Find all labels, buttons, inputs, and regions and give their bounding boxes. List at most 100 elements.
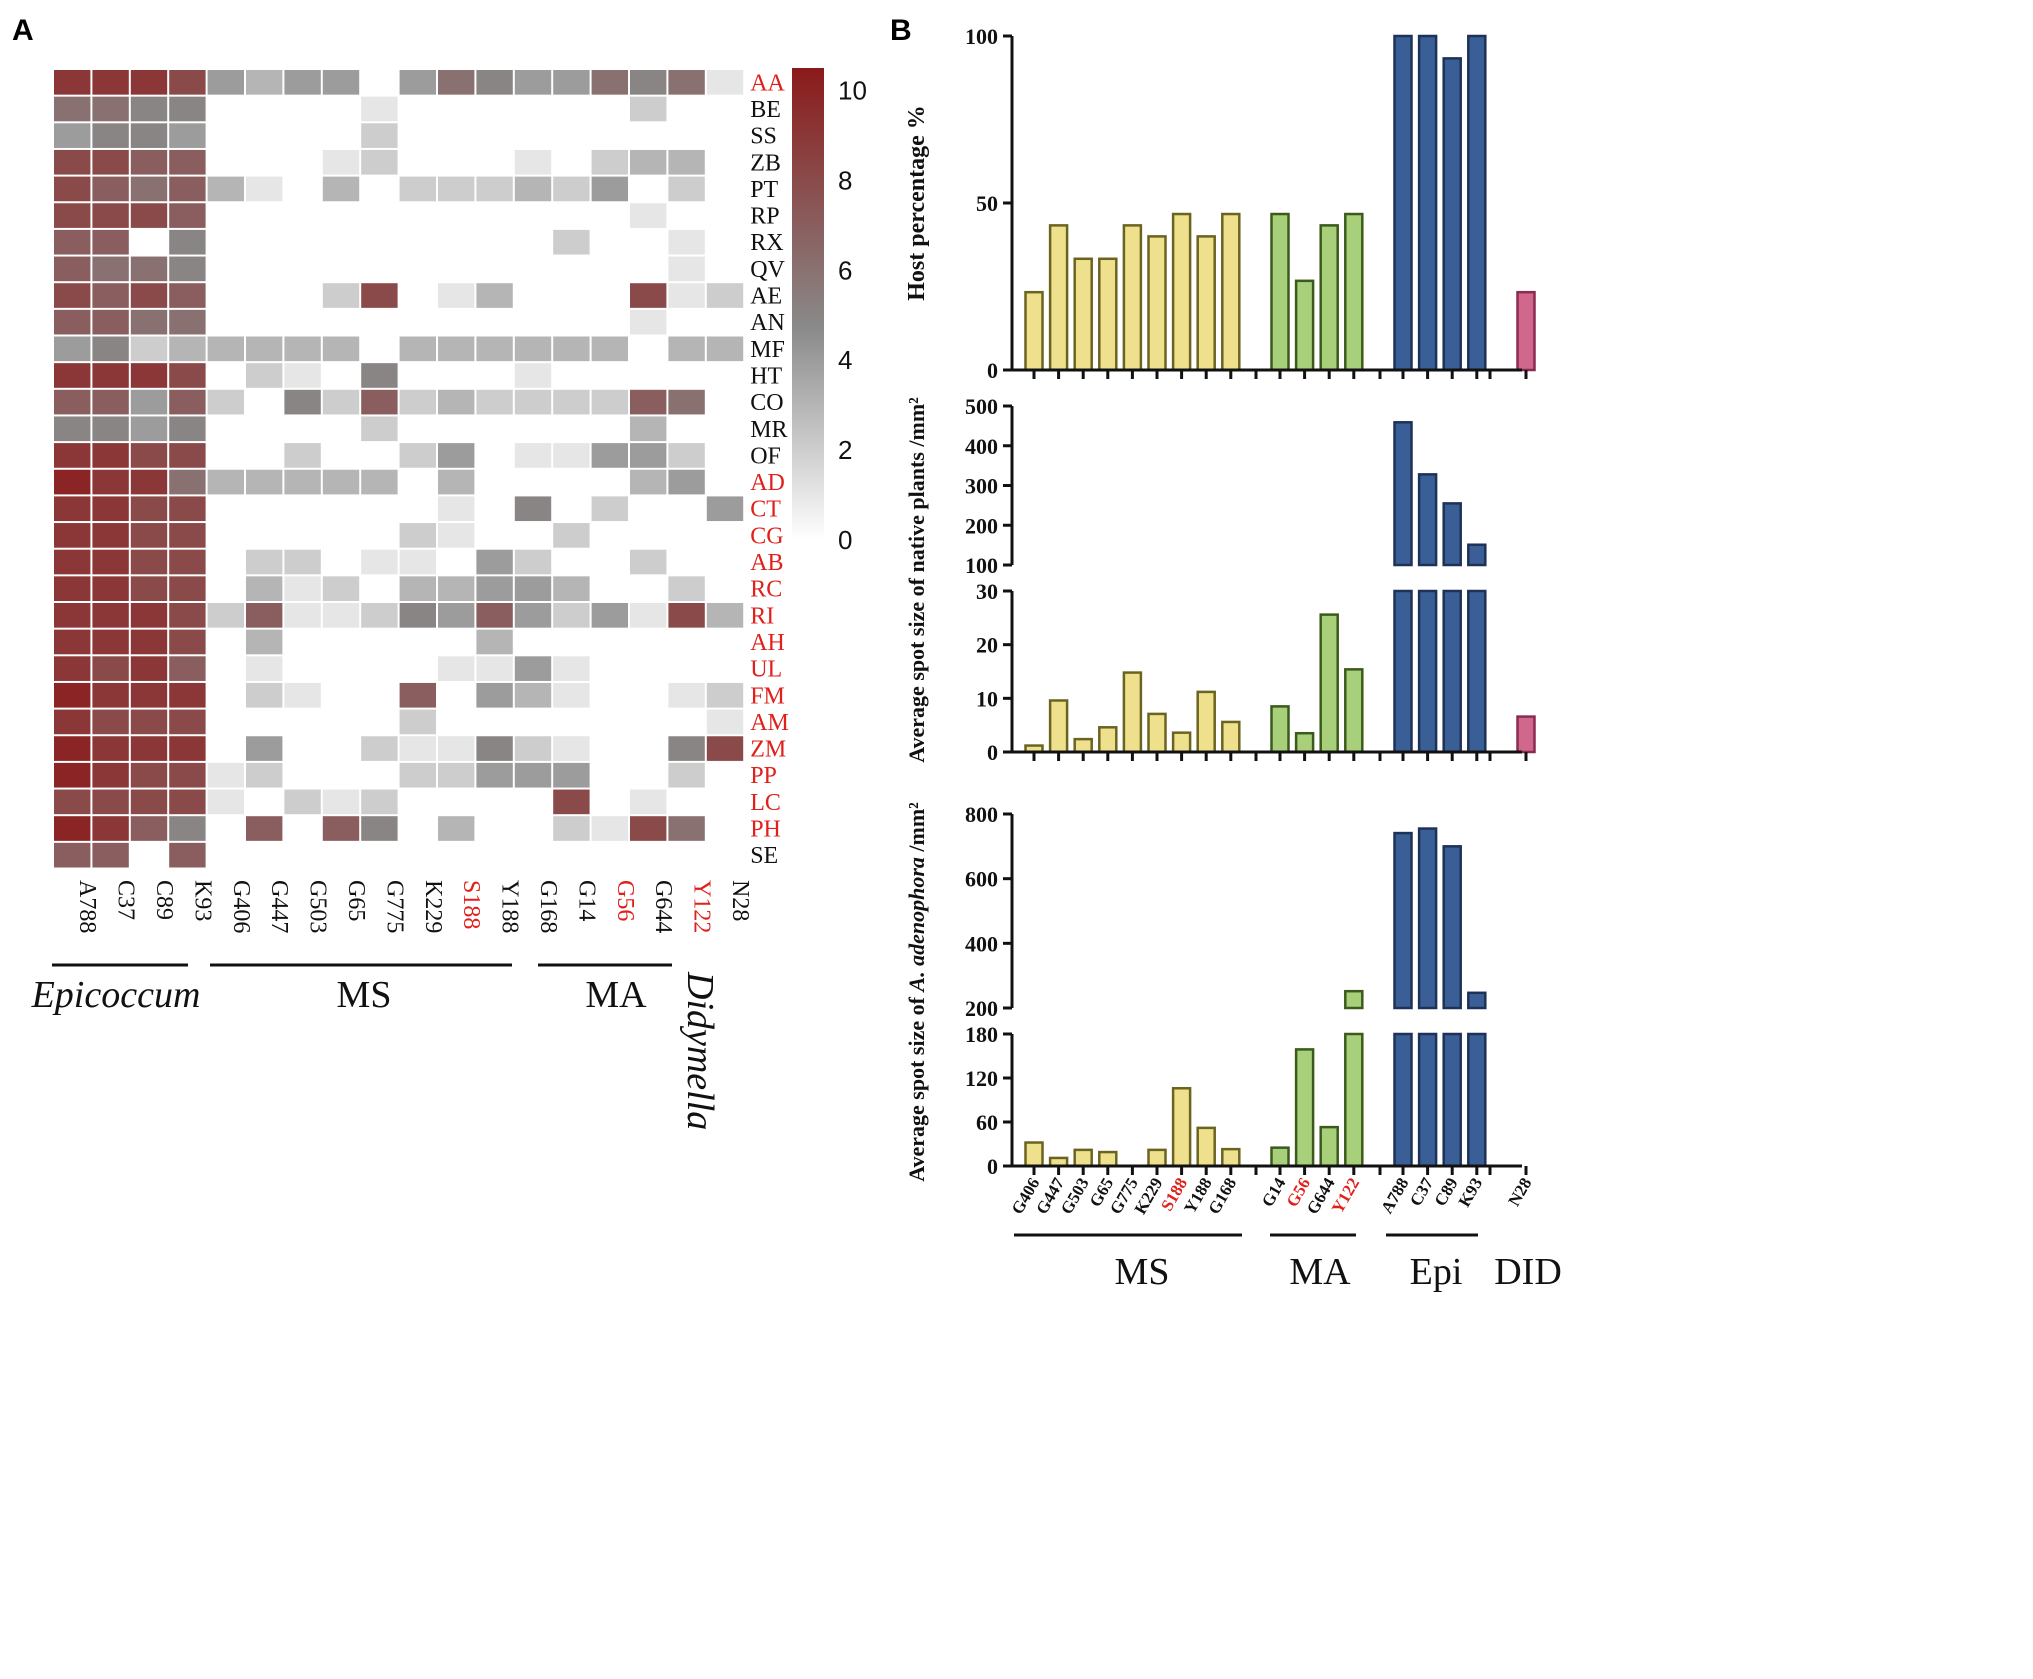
heatmap-cell-CO-G644 — [630, 389, 667, 415]
heatmap-cell-PT-G65 — [322, 176, 360, 202]
heatmap-column-label: C89 — [151, 880, 177, 920]
heatmap-cell-CT-S188 — [438, 496, 475, 522]
heatmap-cell-AD-G65 — [322, 469, 360, 495]
heatmap-cell-CO-G503 — [284, 389, 321, 415]
heatmap-cell-PP-Y188 — [476, 762, 513, 788]
adeno-x-tick-label: G14 — [1258, 1174, 1290, 1210]
adeno-bar-upper-A788 — [1393, 831, 1413, 1010]
heatmap-cell-RI-G644 — [630, 603, 667, 628]
adeno-bar-lower-C89 — [1442, 1032, 1462, 1168]
heatmap-cell-RC-Y122 — [668, 576, 705, 601]
heatmap-cell-PP-Y122 — [668, 762, 705, 788]
native-bar-G168 — [1221, 720, 1241, 754]
heatmap-cell-PT-G14 — [553, 176, 590, 202]
heatmap-cell-RI-G775 — [361, 603, 398, 628]
host-pct-bar-A788 — [1393, 34, 1413, 372]
heatmap-cell-PT-K229 — [399, 176, 436, 202]
heatmap-cell-PP-G447 — [246, 762, 283, 788]
heatmap-cell-AH-Y188 — [476, 629, 513, 655]
heatmap-cell-CO-K229 — [399, 389, 436, 415]
heatmap-cell-AE-C37 — [92, 283, 129, 308]
heatmap-cell-AA-C89 — [130, 70, 168, 95]
heatmap-row-label: AM — [750, 710, 789, 736]
heatmap-cell-AA-G14 — [553, 70, 590, 95]
heatmap-cell-ZB-G644 — [630, 149, 667, 175]
heatmap-cell-MR-G775 — [361, 416, 398, 442]
adeno-lower-tick-label: 120 — [965, 1066, 998, 1091]
adeno-bar-G406 — [1024, 1141, 1044, 1168]
heatmap-cell-BE-C37 — [92, 96, 129, 122]
heatmap-cell-RI-G14 — [553, 603, 590, 628]
adeno-ylabel: Average spot size of A. adenophora /mm² — [904, 802, 929, 1182]
heatmap-cell-UL-K93 — [169, 656, 206, 681]
host-pct-bar-N28 — [1516, 290, 1536, 372]
heatmap-cell-LC-K93 — [169, 789, 206, 815]
heatmap-cell-OF-A788 — [54, 443, 91, 468]
heatmap-cell-PT-K93 — [169, 176, 206, 202]
heatmap-cell-LC-C89 — [130, 789, 168, 815]
heatmap-cell-FM-G14 — [553, 682, 590, 708]
heatmap-row-label: PT — [750, 177, 778, 203]
heatmap-cell-AM-K93 — [169, 709, 206, 735]
adeno-lower-tick-label: 180 — [965, 1022, 998, 1047]
heatmap-cell-ZM-Y122 — [668, 736, 705, 761]
host-pct-bar-G644 — [1319, 224, 1339, 372]
heatmap-cell-HT-G447 — [246, 363, 283, 388]
heatmap-cell-MF-G14 — [553, 336, 590, 362]
heatmap-cell-RI-S188 — [438, 603, 475, 628]
heatmap-cell-AB-K93 — [169, 549, 206, 575]
heatmap-column-label: N28 — [727, 880, 753, 921]
heatmap-cell-MR-C89 — [130, 416, 168, 442]
heatmap-row-label: MF — [750, 337, 785, 363]
heatmap-cell-OF-G503 — [284, 443, 321, 468]
heatmap-cell-FM-C89 — [130, 682, 168, 708]
heatmap-cell-FM-Y188 — [476, 682, 513, 708]
heatmap-cell-FM-K229 — [399, 682, 436, 708]
host-pct-bar-G14 — [1270, 212, 1290, 372]
heatmap-cell-FM-G168 — [514, 682, 552, 708]
heatmap-cell-ZM-N28 — [706, 736, 744, 761]
heatmap-cell-CT-C37 — [92, 496, 129, 522]
heatmap-cell-ZB-G775 — [361, 149, 398, 175]
heatmap-cell-AD-Y122 — [668, 469, 705, 495]
heatmap-cell-RI-G56 — [591, 603, 628, 628]
heatmap-cell-RX-C37 — [92, 229, 129, 255]
native-bar-K229 — [1147, 712, 1167, 754]
colorbar-tick-label: 8 — [838, 165, 852, 195]
heatmap-row-label: CO — [750, 390, 783, 416]
heatmap-cell-RC-G65 — [322, 576, 360, 601]
heatmap-cell-MF-Y122 — [668, 336, 705, 362]
native-ylabel: Average spot size of native plants /mm² — [904, 397, 929, 763]
heatmap-cell-AE-C89 — [130, 283, 168, 308]
heatmap-cell-ZB-C89 — [130, 149, 168, 175]
heatmap-cell-BE-C89 — [130, 96, 168, 122]
heatmap-row-label: FM — [750, 683, 785, 709]
heatmap-cell-AA-S188 — [438, 70, 475, 95]
heatmap-row-label: SE — [750, 843, 778, 869]
heatmap-cell-RI-K229 — [399, 603, 436, 628]
heatmap-cell-AM-C89 — [130, 709, 168, 735]
host-pct-bar-G65 — [1098, 257, 1118, 372]
heatmap-cell-RP-A788 — [54, 203, 91, 228]
heatmap-row-label: RI — [750, 603, 774, 629]
heatmap-cell-PT-G406 — [207, 176, 244, 202]
adeno-bar-G65 — [1098, 1150, 1118, 1168]
colorbar-tick-label: 0 — [838, 525, 852, 555]
heatmap-cell-CO-G14 — [553, 389, 590, 415]
heatmap-cell-QV-C37 — [92, 256, 129, 282]
heatmap-cell-OF-G644 — [630, 443, 667, 468]
heatmap-cell-AA-G447 — [246, 70, 283, 95]
heatmap-cell-AB-G503 — [284, 549, 321, 575]
heatmap-cell-LC-G14 — [553, 789, 590, 815]
heatmap-cell-AA-G644 — [630, 70, 667, 95]
heatmap-cell-ZM-Y188 — [476, 736, 513, 761]
heatmap-cell-MF-G447 — [246, 336, 283, 362]
heatmap-cell-ZB-C37 — [92, 149, 129, 175]
native-upper-tick-label: 100 — [965, 553, 998, 578]
heatmap-row-label: RX — [750, 230, 783, 256]
adeno-ylabel-part: Average spot size of — [904, 992, 929, 1182]
group-label-didymella: Didymella — [679, 971, 721, 1130]
panel-a-letter: A — [12, 14, 34, 47]
native-bar-Y122 — [1344, 668, 1364, 754]
heatmap-cell-PH-C89 — [130, 816, 168, 841]
